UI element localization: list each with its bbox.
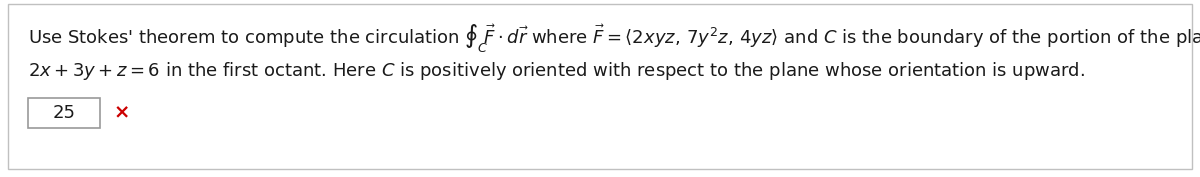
Text: 25: 25 <box>53 104 76 122</box>
Bar <box>28 98 100 128</box>
Text: Use Stokes' theorem to compute the circulation $\oint_C \!\vec{F} \cdot d\vec{r}: Use Stokes' theorem to compute the circu… <box>28 22 1200 54</box>
Text: ×: × <box>114 104 131 122</box>
Text: $2x + 3y + z = 6$ in the first octant. Here $C$ is positively oriented with resp: $2x + 3y + z = 6$ in the first octant. H… <box>28 60 1085 82</box>
